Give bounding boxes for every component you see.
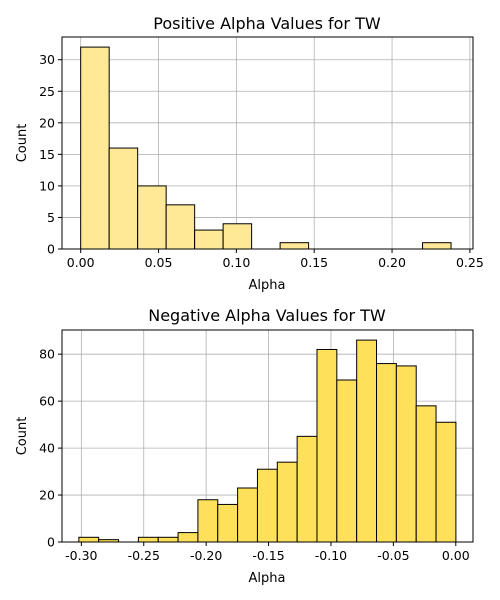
histogram-bar [237, 487, 258, 543]
histogram-bar [422, 242, 452, 250]
x-tick-label: -0.25 [128, 548, 160, 563]
x-axis-ticks: -0.30 -0.25 -0.20 -0.15 -0.10 -0.05 0.00 [65, 542, 470, 563]
histogram-bar [177, 532, 199, 543]
y-tick-label: 15 [39, 147, 55, 162]
x-tick-label: 0.10 [222, 255, 250, 270]
y-axis-label: Count [15, 124, 30, 163]
y-axis-ticks: 0 20 40 60 80 [39, 347, 62, 550]
histogram-bar [376, 363, 397, 543]
histogram-bars [80, 46, 452, 250]
x-axis-label: Alpha [249, 571, 286, 586]
histogram-bar [296, 435, 318, 543]
y-tick-label: 20 [39, 115, 55, 130]
x-tick-label: 0.00 [442, 548, 470, 563]
histogram-bar [137, 185, 167, 250]
y-tick-label: 25 [39, 84, 55, 99]
y-axis-ticks: 0 5 10 15 20 25 30 [39, 52, 62, 257]
x-tick-label: 0.05 [145, 255, 173, 270]
x-axis-label: Alpha [249, 278, 286, 293]
x-axis-ticks: 0.00 0.05 0.10 0.15 0.20 0.25 [67, 249, 484, 270]
histogram-bar [336, 379, 358, 543]
histogram-bar [137, 536, 159, 543]
histogram-bar [316, 348, 338, 543]
x-tick-label: 0.15 [300, 255, 328, 270]
x-tick-label: -0.05 [377, 548, 409, 563]
x-tick-label: 0.20 [378, 255, 406, 270]
histogram-bar [194, 229, 224, 250]
histogram-bar [395, 365, 417, 543]
x-tick-label: -0.30 [65, 548, 97, 563]
positive-alpha-chart: Positive Alpha Values for TW 0.00 0.05 0.1… [15, 14, 484, 293]
chart-title: Positive Alpha Values for TW [153, 14, 381, 33]
histogram-bar [279, 242, 310, 250]
histogram-bar [108, 147, 139, 250]
y-tick-label: 10 [39, 178, 55, 193]
histogram-bar [276, 461, 298, 543]
histogram-bar [356, 339, 378, 543]
y-tick-label: 0 [47, 535, 55, 550]
plot-frame [61, 329, 474, 543]
y-tick-label: 5 [47, 210, 55, 225]
x-tick-label: -0.15 [252, 548, 284, 563]
y-tick-label: 40 [39, 441, 55, 456]
histogram-bar [256, 468, 278, 543]
x-tick-label: -0.10 [315, 548, 347, 563]
histogram-bar [157, 536, 179, 543]
histogram-bar [222, 223, 253, 250]
histogram-bar [217, 503, 239, 543]
y-tick-label: 30 [39, 52, 55, 67]
y-axis-label: Count [15, 417, 30, 456]
x-tick-label: 0.00 [67, 255, 95, 270]
histogram-bars [78, 339, 457, 543]
histogram-bar [78, 536, 100, 543]
negative-alpha-chart: Negative Alpha Values for TW -0.30 -0.25-… [15, 306, 474, 586]
histogram-bar [197, 499, 219, 543]
y-tick-label: 0 [47, 242, 55, 257]
plot-frame [61, 36, 474, 250]
x-tick-label: 0.25 [456, 255, 484, 270]
histogram-bar [80, 46, 110, 250]
y-tick-label: 60 [39, 394, 55, 409]
chart-title: Negative Alpha Values for TW [148, 306, 386, 325]
x-tick-label: -0.20 [190, 548, 222, 563]
y-tick-label: 80 [39, 347, 55, 362]
y-tick-label: 20 [39, 488, 55, 503]
histogram-bar [435, 421, 457, 543]
histogram-bar [165, 204, 196, 250]
histogram-bar [415, 405, 437, 543]
